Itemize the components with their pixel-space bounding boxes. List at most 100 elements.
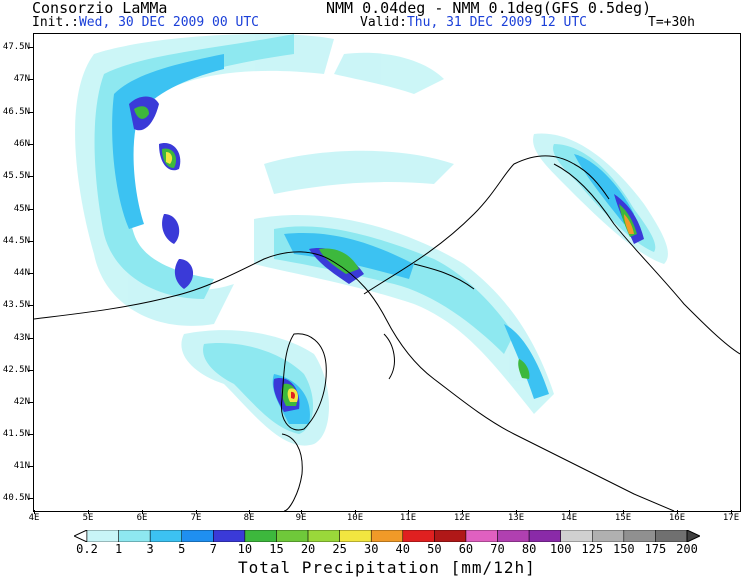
- model-title: NMM 0.04deg - NMM 0.1deg(GFS 0.5deg): [326, 0, 652, 17]
- colorbar-swatch: [244, 530, 277, 542]
- colorbar-title: Total Precipitation [mm/12h]: [238, 558, 536, 577]
- lon-label: 15E: [614, 513, 632, 523]
- lat-label: 47N: [13, 74, 30, 84]
- lat-tick: [28, 176, 33, 177]
- colorbar: [74, 530, 700, 542]
- lon-label: 14E: [560, 513, 578, 523]
- lat-label: 43N: [13, 333, 30, 343]
- lat-label: 42N: [13, 397, 30, 407]
- valid-value: Thu, 31 DEC 2009 12 UTC: [406, 15, 587, 30]
- lat-label: 41N: [13, 461, 30, 471]
- lat-label: 45N: [13, 204, 30, 214]
- colorbar-swatch: [181, 530, 214, 542]
- lat-tick: [28, 434, 33, 435]
- lon-tick: [731, 510, 732, 514]
- colorbar-tick-label: 80: [521, 542, 537, 556]
- colorbar-swatch: [339, 530, 372, 542]
- lat-tick: [28, 338, 33, 339]
- colorbar-tick-label: 20: [300, 542, 316, 556]
- colorbar-swatch: [149, 530, 182, 542]
- lat-tick: [28, 144, 33, 145]
- lat-label: 41.5N: [2, 429, 30, 439]
- colorbar-swatch: [118, 530, 151, 542]
- colorbar-tick-label: 15: [269, 542, 284, 556]
- lon-tick: [569, 510, 570, 514]
- valid-time: Valid:Thu, 31 DEC 2009 12 UTC: [360, 16, 587, 30]
- precip-high-areas: [166, 152, 634, 402]
- lon-tick: [249, 510, 250, 514]
- lon-label: 11E: [399, 513, 417, 523]
- lat-label: 44.5N: [2, 236, 30, 246]
- colorbar-swatch: [370, 530, 404, 542]
- colorbar-swatch: [497, 530, 530, 542]
- colorbar-swatch: [434, 530, 467, 542]
- colorbar-tick-label: 175: [644, 542, 667, 556]
- colorbar-swatch: [402, 530, 435, 542]
- colorbar-swatch: [276, 530, 309, 542]
- colorbar-tick-label: 25: [332, 542, 347, 556]
- colorbar-tick-label: 30: [363, 542, 379, 556]
- lon-label: 13E: [507, 513, 525, 523]
- lat-label: 42.5N: [2, 365, 30, 375]
- colorbar-tick-label: 1: [114, 542, 123, 556]
- lat-tick: [28, 402, 33, 403]
- init-value: Wed, 30 DEC 2009 00 UTC: [78, 15, 259, 30]
- colorbar-arrow-left: [74, 530, 88, 542]
- lat-label: 44N: [13, 268, 30, 278]
- lat-tick: [28, 79, 33, 80]
- colorbar-tick-label: 150: [612, 542, 635, 556]
- coastlines: [34, 155, 740, 511]
- org-title: Consorzio LaMMa: [32, 0, 168, 17]
- lat-label: 46.5N: [2, 107, 30, 117]
- lat-label: 40.5N: [2, 493, 30, 503]
- forecast-step: T=+30h: [648, 15, 695, 30]
- lon-tick: [142, 510, 143, 514]
- lon-tick: [462, 510, 463, 514]
- lat-label: 43.5N: [2, 300, 30, 310]
- colorbar-swatch: [86, 530, 119, 542]
- colorbar-swatch: [528, 530, 561, 542]
- colorbar-tick-label: 5: [178, 542, 186, 556]
- lat-tick: [28, 241, 33, 242]
- lon-label: 12E: [453, 513, 471, 523]
- colorbar-tick-label: 7: [209, 542, 217, 556]
- lon-tick: [516, 510, 517, 514]
- lat-label: 46N: [13, 139, 30, 149]
- colorbar-tick-label: 60: [458, 542, 474, 556]
- colorbar-swatch: [655, 530, 688, 542]
- colorbar-tick-label: 200: [676, 542, 698, 556]
- colorbar-tick-label: 70: [490, 542, 505, 556]
- valid-label: Valid:: [360, 15, 407, 30]
- colorbar-tick-label: 125: [581, 542, 604, 556]
- lon-label: 16E: [668, 513, 686, 523]
- lon-label: 10E: [346, 513, 364, 523]
- lat-tick: [28, 498, 33, 499]
- precipitation-map: [33, 33, 741, 512]
- lon-tick: [623, 510, 624, 514]
- colorbar-tick-label: 10: [237, 542, 253, 556]
- lon-tick: [301, 510, 302, 514]
- colorbar-swatch: [213, 530, 246, 542]
- lat-label: 47.5N: [2, 42, 30, 52]
- lat-tick: [28, 273, 33, 274]
- colorbar-swatch: [623, 530, 656, 542]
- lon-label: 8E: [243, 513, 255, 523]
- colorbar-tick-label: 40: [395, 542, 411, 556]
- lat-tick: [28, 112, 33, 113]
- colorbar-tick-label: 50: [427, 542, 442, 556]
- colorbar-swatch: [592, 530, 625, 542]
- lon-label: 5E: [82, 513, 94, 523]
- lon-tick: [355, 510, 356, 514]
- lat-tick: [28, 47, 33, 48]
- lat-tick: [28, 370, 33, 371]
- colorbar-tick-label: 3: [146, 542, 154, 556]
- lon-tick: [408, 510, 409, 514]
- colorbar-arrow-right: [686, 530, 700, 542]
- lon-label: 17E: [722, 513, 740, 523]
- colorbar-swatch: [560, 530, 593, 542]
- lat-label: 45.5N: [2, 171, 30, 181]
- lon-tick: [196, 510, 197, 514]
- lon-label: 9E: [295, 513, 307, 523]
- lon-tick: [88, 510, 89, 514]
- lon-tick: [677, 510, 678, 514]
